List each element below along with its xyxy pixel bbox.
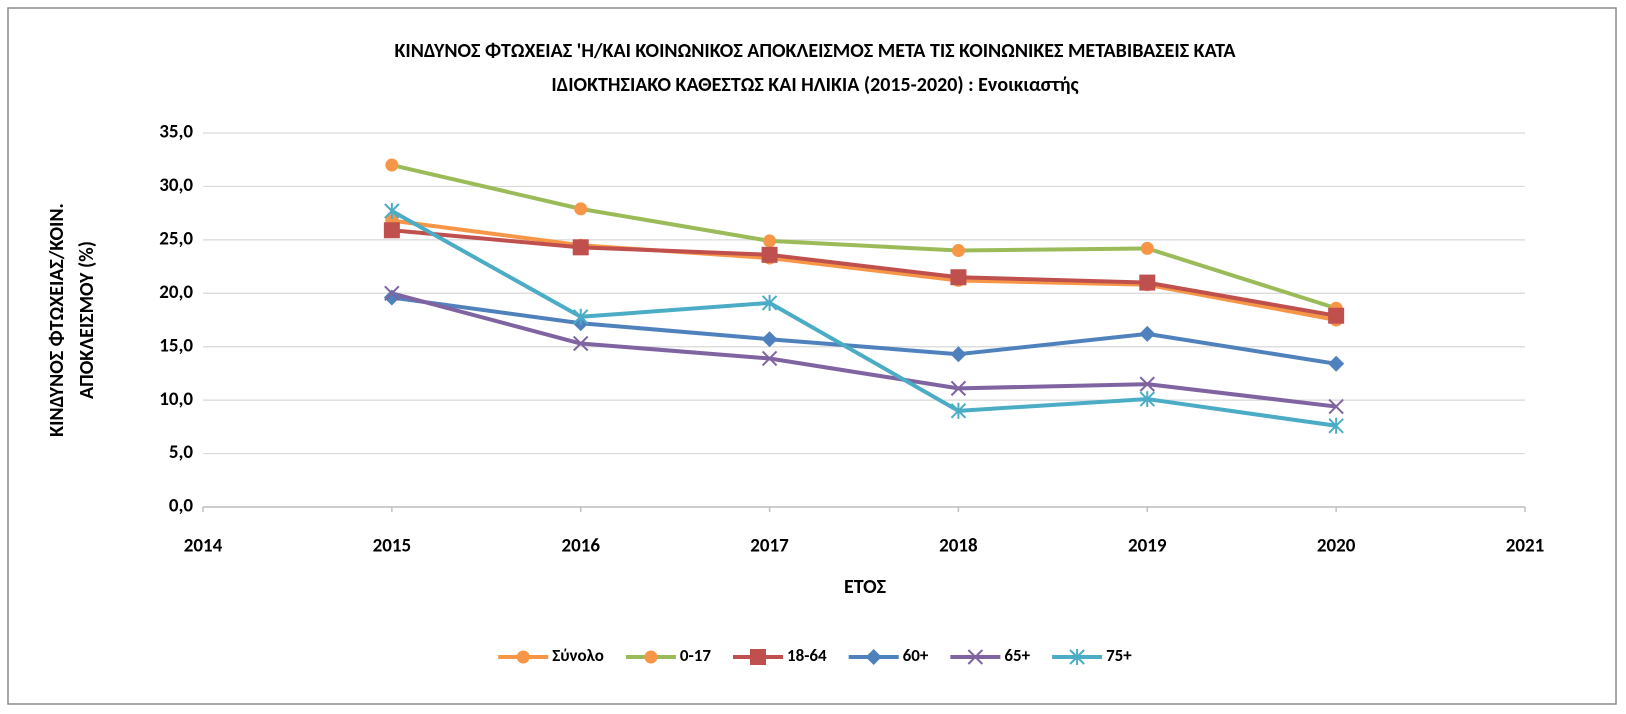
legend-item: 18-64 [732, 645, 827, 666]
legend-label: 65+ [1004, 645, 1030, 666]
series-line [391, 163, 1337, 311]
marker [384, 203, 400, 220]
y-tick-label: 25,0 [159, 227, 193, 250]
y-axis-title: ΚΙΝΔΥΝΟΣ ΦΤΩΧΕΙΑΣ/ΚΟΙΝ. ΑΠΟΚΛΕΙΣΜΟΥ (%) [45, 203, 99, 437]
y-tick-label: 30,0 [159, 174, 193, 197]
chart-title: ΙΔΙΟΚΤΗΣΙΑΚΟ ΚΑΘΕΣΤΩΣ ΚΑΙ ΗΛΙΚΙΑ (2015-2… [551, 73, 1079, 97]
legend-item: 65+ [950, 645, 1031, 666]
y-tick-label: 15,0 [159, 334, 193, 357]
marker [950, 269, 967, 286]
chart-title: ΚΙΝΔΥΝΟΣ ΦΤΩΧΕΙΑΣ 'Η/ΚΑΙ ΚΟΙΝΩΝΙΚΟΣ ΑΠΟΚ… [394, 39, 1236, 63]
marker [516, 650, 530, 664]
marker [761, 350, 778, 367]
legend-item: 60+ [848, 645, 929, 666]
marker [1328, 355, 1345, 372]
legend-label: Σύνολο [552, 645, 604, 666]
marker [763, 234, 777, 248]
marker [967, 649, 984, 665]
marker [385, 158, 399, 172]
marker [1328, 417, 1344, 434]
y-tick-label: 0,0 [169, 495, 194, 518]
marker [574, 202, 588, 216]
y-tick-label: 10,0 [159, 388, 193, 411]
series-line [391, 228, 1337, 318]
legend: Σύνολο 0-17 18-64 60+ 65+ 75+ [498, 645, 1132, 666]
marker [383, 222, 400, 239]
marker [1139, 274, 1156, 291]
marker [1140, 241, 1154, 255]
y-tick-label: 5,0 [169, 441, 194, 464]
x-tick-label: 2017 [750, 535, 789, 558]
marker [950, 380, 967, 397]
legend-item: 75+ [1052, 645, 1132, 666]
legend-item: Σύνολο [498, 645, 604, 666]
chart-border [7, 7, 1617, 705]
x-tick-label: 2019 [1128, 535, 1167, 558]
marker [1139, 325, 1156, 342]
marker [761, 246, 778, 263]
legend-label: 60+ [903, 645, 929, 666]
x-tick-label: 2015 [373, 535, 412, 558]
x-axis-title: ΕΤΟΣ [844, 575, 886, 599]
x-tick-label: 2020 [1317, 535, 1356, 558]
legend-label: 18-64 [787, 645, 827, 666]
series-line [391, 218, 1337, 322]
marker [573, 335, 589, 352]
legend-item: 0-17 [625, 645, 711, 666]
x-tick-label: 2018 [939, 535, 978, 558]
marker [761, 331, 778, 348]
marker [1139, 376, 1155, 392]
legend-label: 75+ [1106, 645, 1132, 666]
marker [383, 289, 400, 306]
marker [950, 346, 967, 363]
y-axis-title-line: ΑΠΟΚΛΕΙΣΜΟΥ (%) [75, 241, 99, 399]
series-line [391, 291, 1337, 409]
marker [573, 308, 589, 325]
marker [1328, 307, 1345, 324]
marker [572, 239, 589, 256]
series-line [390, 209, 1337, 428]
marker [1139, 391, 1155, 408]
marker [749, 649, 766, 665]
marker [761, 294, 778, 311]
y-axis-title-line: ΚΙΝΔΥΝΟΣ ΦΤΩΧΕΙΑΣ/ΚΟΙΝ. [45, 203, 69, 437]
marker [384, 285, 400, 301]
x-tick-label: 2014 [184, 535, 223, 558]
x-tick-label: 2016 [561, 535, 600, 558]
marker [1328, 398, 1344, 415]
marker [950, 402, 967, 419]
series-line [391, 295, 1337, 366]
marker [951, 244, 965, 258]
legend-label: 0-17 [680, 645, 711, 666]
marker [1069, 649, 1085, 665]
marker [865, 649, 882, 665]
y-tick-label: 35,0 [159, 121, 193, 144]
marker [644, 650, 658, 664]
x-tick-label: 2021 [1506, 535, 1545, 558]
y-tick-label: 20,0 [159, 281, 193, 304]
